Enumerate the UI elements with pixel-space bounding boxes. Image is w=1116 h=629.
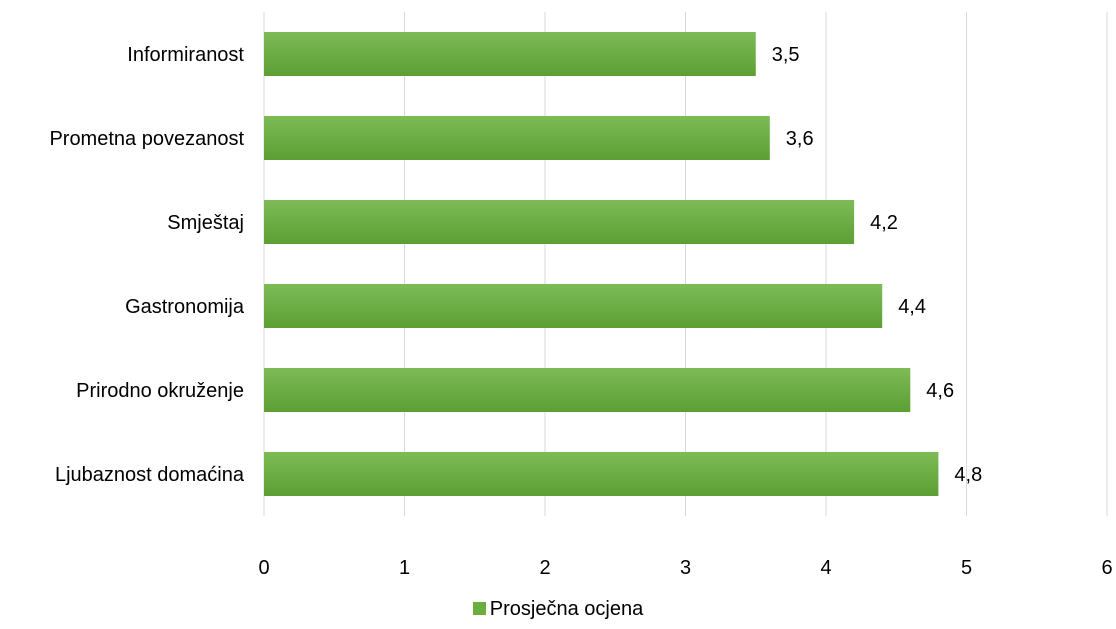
x-tick-label: 5	[961, 557, 972, 579]
x-tick-label: 3	[680, 557, 691, 579]
bar	[264, 32, 756, 76]
category-label: Prirodno okruženje	[76, 380, 244, 402]
category-label: Ljubaznost domaćina	[55, 464, 245, 486]
bar	[264, 452, 939, 496]
data-label: 3,6	[786, 128, 814, 150]
bar	[264, 200, 855, 244]
x-tick-label: 6	[1101, 557, 1112, 579]
category-label: Informiranost	[127, 44, 244, 66]
data-label: 4,4	[898, 296, 926, 318]
category-label: Gastronomija	[125, 296, 245, 318]
legend: Prosječna ocjena	[0, 598, 1116, 621]
data-label: 3,5	[772, 44, 800, 66]
data-label: 4,8	[954, 464, 982, 486]
x-tick-label: 2	[539, 557, 550, 579]
data-labels: 3,5 3,6 4,2 4,4 4,6 4,8	[772, 44, 982, 486]
legend-swatch	[472, 602, 486, 615]
category-labels: Informiranost Prometna povezanost Smještaj…	[49, 44, 244, 486]
x-tick-label: 1	[399, 557, 410, 579]
legend-label: Prosječna ocjena	[489, 598, 644, 620]
x-tick-label: 0	[258, 557, 269, 579]
bar	[264, 116, 770, 160]
category-label: Prometna povezanost	[49, 128, 244, 150]
bar	[264, 284, 883, 328]
x-tick-labels: 0 1 2 3 4 5 6	[258, 557, 1112, 579]
category-label: Smještaj	[167, 212, 244, 234]
data-label: 4,6	[926, 380, 954, 402]
bars-group	[264, 32, 939, 496]
gridlines	[263, 12, 1108, 516]
x-tick-label: 4	[820, 557, 831, 579]
data-label: 4,2	[870, 212, 898, 234]
bar	[264, 368, 911, 412]
